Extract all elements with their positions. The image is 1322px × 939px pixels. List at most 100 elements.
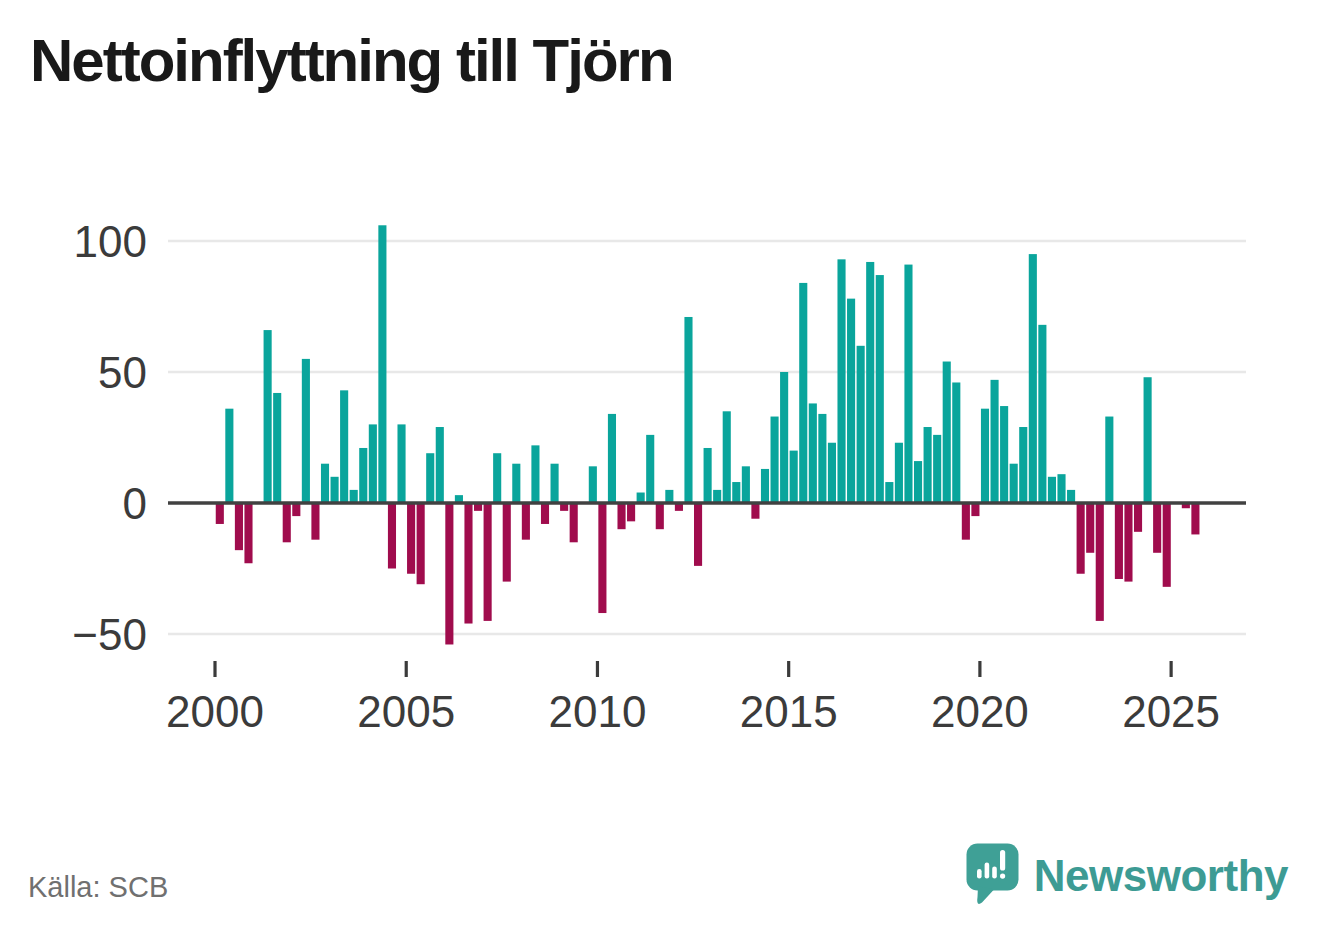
chart-page: Nettoinflyttning till Tjörn 100500−50200… <box>0 0 1322 939</box>
bar-2023-Q1 <box>1096 503 1104 621</box>
bar-2014-Q1 <box>751 503 759 519</box>
bar-2011-Q4 <box>665 490 673 503</box>
bar-2019-Q2 <box>952 382 960 503</box>
bar-2006-Q1 <box>445 503 453 644</box>
bar-2012-Q4 <box>704 448 712 503</box>
bar-2007-Q3 <box>503 503 511 582</box>
x-axis-label-2000: 2000 <box>166 687 264 736</box>
bar-2004-Q4 <box>397 424 405 503</box>
bar-2020-Q2 <box>991 380 999 503</box>
bar-2004-Q2 <box>378 225 386 503</box>
bar-2008-Q1 <box>522 503 530 540</box>
bar-2000-Q4 <box>244 503 252 563</box>
bar-2012-Q2 <box>684 317 692 503</box>
bar-2002-Q3 <box>311 503 319 540</box>
bar-2025-Q3 <box>1191 503 1199 534</box>
bar-2010-Q1 <box>598 503 606 613</box>
bar-2005-Q3 <box>426 453 434 503</box>
bar-2003-Q2 <box>340 390 348 503</box>
bar-2019-Q1 <box>943 362 951 503</box>
bar-2016-Q4 <box>857 346 865 503</box>
bar-2022-Q1 <box>1057 474 1065 503</box>
bar-2014-Q3 <box>771 417 779 503</box>
x-axis-label-2025: 2025 <box>1122 687 1220 736</box>
bar-2023-Q3 <box>1115 503 1123 579</box>
bar-2024-Q1 <box>1134 503 1142 532</box>
newsworthy-logo: Newsworthy <box>965 842 1288 910</box>
bar-2024-Q3 <box>1153 503 1161 553</box>
bar-2018-Q1 <box>904 265 912 503</box>
gridlines <box>168 241 1246 634</box>
bar-2020-Q4 <box>1010 464 1018 503</box>
bar-2001-Q3 <box>273 393 281 503</box>
bar-2002-Q2 <box>302 359 310 503</box>
bar-2018-Q4 <box>933 435 941 503</box>
bar-2017-Q3 <box>885 482 893 503</box>
bar-2018-Q3 <box>924 427 932 503</box>
bar-2003-Q1 <box>331 477 339 503</box>
bar-2012-Q3 <box>694 503 702 566</box>
bar-2010-Q4 <box>627 503 635 521</box>
bar-2005-Q4 <box>436 427 444 503</box>
bar-2016-Q1 <box>828 443 836 503</box>
bar-2013-Q4 <box>742 466 750 503</box>
bar-2007-Q4 <box>512 464 520 503</box>
bar-2017-Q1 <box>866 262 874 503</box>
x-axis-label-2010: 2010 <box>549 687 647 736</box>
bar-2016-Q3 <box>847 299 855 503</box>
bar-2004-Q1 <box>369 424 377 503</box>
bar-2015-Q1 <box>790 451 798 503</box>
bar-2021-Q4 <box>1048 477 1056 503</box>
bar-2010-Q3 <box>617 503 625 529</box>
bar-2019-Q3 <box>962 503 970 540</box>
bar-2013-Q2 <box>723 411 731 503</box>
bar-2013-Q1 <box>713 490 721 503</box>
y-axis-label-0: 0 <box>123 479 147 528</box>
bar-2022-Q2 <box>1067 490 1075 503</box>
source-caption: Källa: SCB <box>28 871 168 904</box>
newsworthy-logo-icon <box>965 842 1020 910</box>
bar-2022-Q4 <box>1086 503 1094 553</box>
bar-2008-Q3 <box>541 503 549 524</box>
x-axis-label-2020: 2020 <box>931 687 1029 736</box>
bar-2007-Q2 <box>493 453 501 503</box>
bar-2020-Q3 <box>1000 406 1008 503</box>
bar-2014-Q2 <box>761 469 769 503</box>
x-axis-label-2005: 2005 <box>357 687 455 736</box>
bar-2008-Q2 <box>531 445 539 503</box>
bar-2021-Q1 <box>1019 427 1027 503</box>
bar-2019-Q4 <box>971 503 979 516</box>
bar-2016-Q2 <box>837 259 845 503</box>
bar-2000-Q2 <box>225 409 233 503</box>
bar-2001-Q2 <box>264 330 272 503</box>
bar-2021-Q2 <box>1029 254 1037 503</box>
bar-2015-Q3 <box>809 403 817 503</box>
bar-2000-Q3 <box>235 503 243 550</box>
bar-2013-Q3 <box>732 482 740 503</box>
bar-2005-Q1 <box>407 503 415 574</box>
bar-2009-Q2 <box>570 503 578 542</box>
bar-2002-Q1 <box>292 503 300 516</box>
x-axis-label-2015: 2015 <box>740 687 838 736</box>
y-axis-label-100: 100 <box>74 217 147 266</box>
bar-2003-Q3 <box>350 490 358 503</box>
bar-chart: 100500−50200020052010201520202025 <box>0 0 1322 939</box>
bar-2001-Q4 <box>283 503 291 542</box>
bars <box>216 225 1200 644</box>
bar-2000-Q1 <box>216 503 224 524</box>
bar-2015-Q4 <box>818 414 826 503</box>
bar-2021-Q3 <box>1038 325 1046 503</box>
newsworthy-logo-text: Newsworthy <box>1034 851 1288 901</box>
bar-2002-Q4 <box>321 464 329 503</box>
bar-2023-Q2 <box>1105 417 1113 503</box>
y-axis-label--50: −50 <box>72 610 147 659</box>
bar-2009-Q4 <box>589 466 597 503</box>
bar-2007-Q1 <box>484 503 492 621</box>
bar-2005-Q2 <box>417 503 425 584</box>
bar-2015-Q2 <box>799 283 807 503</box>
bar-2011-Q3 <box>656 503 664 529</box>
bar-2004-Q3 <box>388 503 396 569</box>
bar-2017-Q4 <box>895 443 903 503</box>
bar-2022-Q3 <box>1077 503 1085 574</box>
bar-2017-Q2 <box>876 275 884 503</box>
